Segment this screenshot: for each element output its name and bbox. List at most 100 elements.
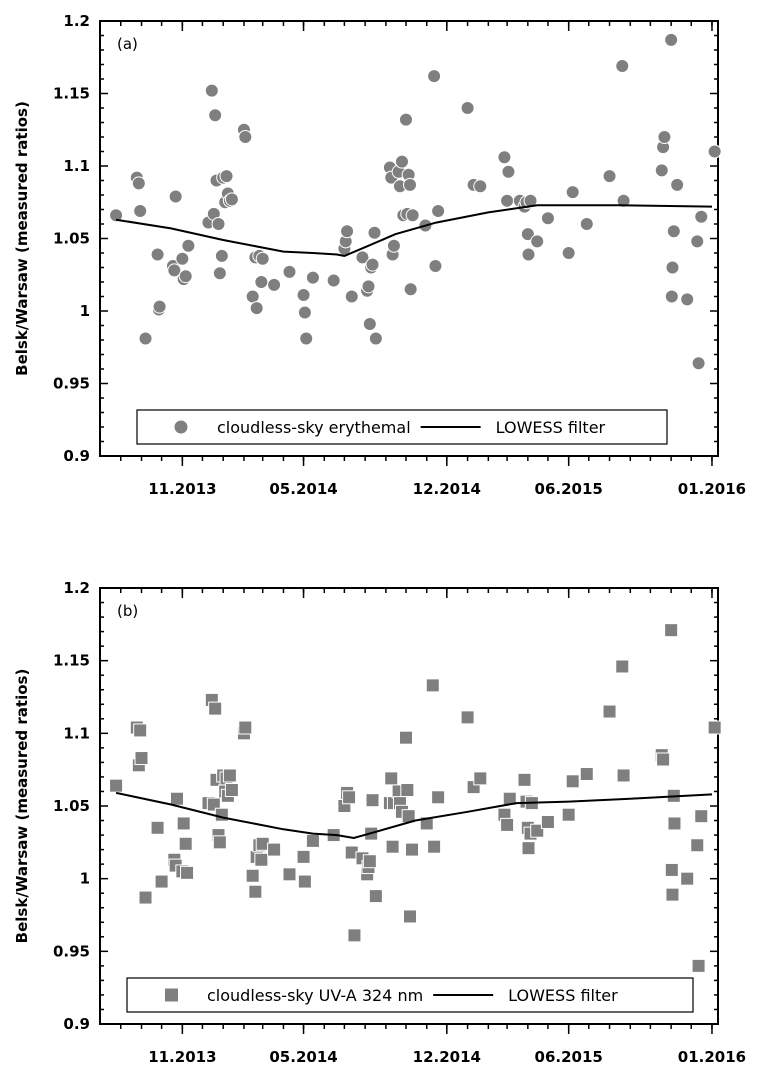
legend-box [136, 409, 668, 445]
data-point [473, 179, 488, 194]
data-point [405, 208, 420, 223]
data-point [403, 909, 418, 924]
data-point [615, 659, 630, 674]
panel-label: (a) [117, 35, 138, 53]
data-point [667, 816, 682, 831]
data-point [664, 623, 679, 638]
data-point [419, 816, 434, 831]
data-point [305, 270, 320, 285]
chart-panel-a: 0.9 0.95 1 1.05 1.1 1.15 1.2 11.2013 05.2014 12.2… [13, 12, 746, 498]
y-tick-label: 1.2 [63, 579, 90, 597]
data-point [150, 247, 165, 262]
data-point [344, 289, 359, 304]
data-point [138, 331, 153, 346]
data-point [694, 209, 709, 224]
data-point [248, 884, 263, 899]
data-point [530, 234, 545, 249]
y-tick-label: 0.9 [63, 1015, 90, 1033]
data-point [690, 234, 705, 249]
y-axis-label: Belsk/Warsaw (measured ratios) [13, 101, 31, 376]
y-tick-label: 1.1 [63, 724, 90, 742]
data-point [460, 710, 475, 725]
data-point [657, 130, 672, 144]
data-point [368, 889, 383, 904]
data-point [615, 58, 630, 73]
data-point [204, 83, 219, 98]
data-point [394, 154, 409, 169]
data-point [254, 275, 269, 289]
data-point [405, 842, 420, 857]
data-point [680, 292, 695, 307]
y-tick-label: 0.95 [53, 375, 90, 393]
data-point [109, 778, 124, 793]
data-point [425, 678, 440, 693]
data-point [305, 833, 320, 848]
x-tick-label: 01.2016 [678, 1048, 746, 1066]
data-point [500, 193, 515, 208]
data-point [224, 783, 239, 798]
x-tick-label: 06.2015 [535, 480, 603, 498]
data-point [694, 809, 709, 824]
data-point [427, 69, 442, 84]
data-point [664, 289, 679, 304]
data-point [517, 772, 532, 787]
lowess-line [115, 204, 713, 257]
data-point [238, 130, 253, 144]
data-point [326, 273, 341, 288]
y-tick-label: 1.15 [53, 85, 90, 103]
data-point [133, 723, 148, 738]
data-point [267, 277, 282, 292]
data-point [540, 814, 555, 829]
y-tick-label: 0.9 [63, 447, 90, 465]
x-tick-label: 12.2014 [413, 1048, 481, 1066]
data-point [665, 887, 680, 902]
data-point [616, 193, 631, 208]
data-point [154, 874, 169, 889]
data-point [521, 841, 536, 856]
data-point [180, 865, 195, 880]
y-tick-label: 1 [80, 302, 90, 320]
data-point [152, 299, 167, 314]
data-point [296, 288, 311, 303]
data-point [168, 189, 183, 204]
data-point [602, 169, 617, 184]
chart-panel-b: 0.9 0.95 1 1.05 1.1 1.15 1.2 11.2013 05.2014 12.2… [13, 579, 746, 1066]
data-point [355, 250, 370, 265]
data-point [428, 259, 443, 274]
data-point [267, 842, 282, 857]
data-point [398, 730, 413, 745]
y-tick-label: 1.1 [63, 157, 90, 175]
data-point [219, 169, 234, 184]
data-point [138, 890, 153, 905]
data-point [224, 192, 239, 207]
data-point [175, 251, 190, 266]
x-tick-label: 11.2013 [148, 1048, 216, 1066]
y-tick-label: 1.15 [53, 652, 90, 670]
plot-frame [99, 587, 719, 1025]
data-point [178, 836, 193, 851]
data-point [670, 177, 685, 192]
data-point [384, 771, 399, 786]
data-point [656, 752, 671, 767]
data-point [523, 193, 538, 208]
data-point [214, 807, 229, 822]
x-tick-label: 01.2016 [678, 480, 746, 498]
data-point [368, 331, 383, 346]
data-point [520, 227, 535, 242]
x-tick-label: 05.2014 [269, 480, 337, 498]
data-point [579, 767, 594, 782]
legend-marker [165, 988, 178, 1002]
data-point [707, 144, 722, 159]
data-point [707, 720, 722, 735]
data-point [602, 704, 617, 719]
legend-label: cloudless-sky UV-A 324 nm [207, 986, 423, 1005]
legend-label: cloudless-sky erythemal [217, 418, 411, 437]
legend-marker [174, 420, 188, 434]
data-point [342, 790, 357, 805]
data-point [254, 852, 269, 867]
data-point [296, 849, 311, 864]
data-point [212, 835, 227, 850]
data-point [134, 751, 149, 766]
data-point [167, 263, 182, 278]
data-point [521, 247, 536, 262]
